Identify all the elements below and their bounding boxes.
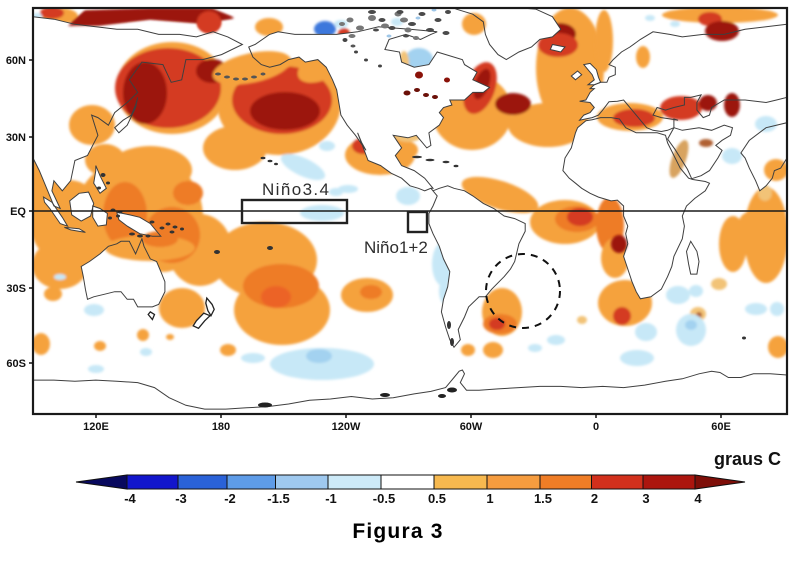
svg-text:0.5: 0.5 [428,491,446,506]
svg-text:60S: 60S [6,358,26,370]
svg-text:-0.5: -0.5 [373,491,395,506]
svg-text:-4: -4 [124,491,136,506]
svg-text:1: 1 [486,491,493,506]
svg-text:60E: 60E [711,421,731,433]
svg-text:30S: 30S [6,283,26,295]
svg-text:30N: 30N [6,132,26,144]
svg-text:120E: 120E [83,421,109,433]
svg-text:0: 0 [593,421,599,433]
svg-text:Niño3.4: Niño3.4 [262,180,330,199]
svg-text:180: 180 [212,421,230,433]
svg-text:120W: 120W [332,421,361,433]
svg-text:2: 2 [591,491,598,506]
svg-text:-1.5: -1.5 [267,491,289,506]
svg-text:4: 4 [694,491,702,506]
svg-text:1.5: 1.5 [534,491,552,506]
svg-text:60W: 60W [460,421,483,433]
svg-text:-1: -1 [325,491,337,506]
svg-text:Figura 3: Figura 3 [352,520,443,543]
svg-text:-3: -3 [175,491,187,506]
svg-text:-2: -2 [224,491,236,506]
svg-text:graus C: graus C [714,449,781,469]
svg-text:Niño1+2: Niño1+2 [364,238,428,257]
svg-text:EQ: EQ [10,206,26,218]
svg-text:60N: 60N [6,55,26,67]
svg-text:3: 3 [642,491,649,506]
